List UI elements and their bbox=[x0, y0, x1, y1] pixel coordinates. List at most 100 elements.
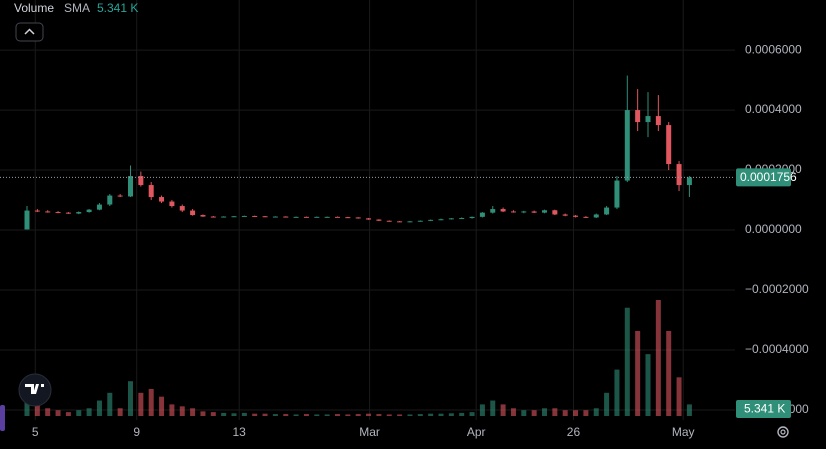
candle-body bbox=[335, 216, 340, 218]
study-sma: SMA bbox=[64, 1, 90, 15]
candle-body bbox=[635, 110, 641, 123]
candle-body bbox=[686, 177, 692, 186]
candle-body bbox=[542, 210, 547, 213]
volume-bar bbox=[645, 354, 651, 416]
volume-bar bbox=[573, 410, 579, 416]
volume-bar bbox=[655, 300, 661, 416]
candle-body bbox=[55, 212, 61, 214]
volume-bar bbox=[376, 414, 382, 416]
volume-bar bbox=[676, 377, 682, 416]
volume-bar bbox=[521, 410, 527, 416]
volume-bar bbox=[210, 412, 216, 416]
volume-bar bbox=[169, 404, 175, 416]
volume-bar bbox=[241, 412, 247, 416]
volume-bar bbox=[335, 414, 340, 416]
volume-bar bbox=[624, 307, 630, 416]
x-tick-label: 5 bbox=[32, 425, 39, 439]
volume-bar bbox=[438, 413, 444, 416]
volume-bar bbox=[417, 414, 423, 416]
candle-body bbox=[655, 116, 661, 126]
y-tick-label: 0.0000000 bbox=[745, 222, 802, 236]
collapse-button[interactable] bbox=[15, 22, 44, 42]
volume-bar bbox=[552, 408, 558, 416]
volume-bar bbox=[148, 388, 154, 416]
logo[interactable] bbox=[18, 373, 52, 407]
volume-bar bbox=[34, 404, 40, 416]
volume-bar bbox=[65, 412, 71, 416]
candle-body bbox=[86, 209, 92, 213]
candle-body bbox=[366, 218, 372, 220]
volume-value-label: 5.341 K bbox=[744, 402, 785, 416]
candle-body bbox=[604, 207, 610, 215]
x-tick-label: 26 bbox=[567, 425, 581, 439]
candle-body bbox=[479, 212, 485, 217]
study-sma-value: 5.341 K bbox=[97, 1, 138, 15]
volume-bar bbox=[666, 330, 672, 416]
x-tick-label: 9 bbox=[133, 425, 140, 439]
x-tick-label: 13 bbox=[232, 425, 246, 439]
volume-bar bbox=[542, 408, 547, 416]
volume-bar bbox=[86, 408, 92, 416]
candle-body bbox=[355, 217, 361, 219]
volume-bar bbox=[583, 410, 589, 416]
candle-body bbox=[107, 195, 113, 205]
x-tick-label: Mar bbox=[359, 425, 380, 439]
volume-value-box bbox=[736, 400, 791, 418]
candle-body bbox=[459, 218, 465, 220]
candle-body bbox=[469, 216, 475, 219]
volume-bar bbox=[272, 414, 278, 416]
candle-body bbox=[376, 219, 382, 221]
candle-body bbox=[303, 216, 309, 218]
candle-body bbox=[386, 220, 392, 222]
candle-body bbox=[96, 204, 102, 210]
candle-body bbox=[531, 211, 537, 213]
volume-bar bbox=[531, 410, 537, 416]
candle-body bbox=[179, 206, 185, 211]
candle-body bbox=[593, 214, 599, 218]
volume-bar bbox=[397, 414, 403, 416]
candle-body bbox=[262, 216, 268, 218]
volume-bar bbox=[604, 392, 610, 416]
volume-bar bbox=[117, 408, 123, 416]
candle-body bbox=[314, 216, 320, 218]
volume-bar bbox=[324, 414, 330, 416]
volume-bar bbox=[262, 413, 268, 416]
volume-bar bbox=[469, 412, 475, 416]
candle-body bbox=[65, 212, 71, 214]
candle-body bbox=[345, 217, 351, 219]
candle-body bbox=[666, 125, 672, 165]
candle-body bbox=[24, 210, 30, 230]
candle-body bbox=[324, 216, 330, 218]
y-tick-label: 0.0006000 bbox=[745, 42, 802, 56]
candle-body bbox=[448, 218, 454, 220]
candle-body bbox=[210, 216, 216, 218]
volume-bar bbox=[345, 414, 351, 416]
candle-body bbox=[231, 216, 237, 218]
candle-body bbox=[573, 215, 579, 217]
candle-body bbox=[45, 211, 51, 213]
y-tick-label: 0.0004000 bbox=[745, 102, 802, 116]
candle-body bbox=[407, 221, 413, 223]
candle-body bbox=[293, 216, 299, 218]
last-price-label: 0.0001756 bbox=[740, 170, 797, 184]
side-tab[interactable] bbox=[0, 405, 5, 431]
candle-body bbox=[252, 215, 258, 217]
volume-bar bbox=[407, 414, 413, 416]
volume-bar bbox=[303, 414, 309, 416]
candle-body bbox=[159, 197, 165, 202]
candle-body bbox=[510, 211, 516, 213]
settings-button[interactable] bbox=[777, 426, 789, 438]
volume-bar bbox=[479, 404, 485, 416]
volume-bar bbox=[45, 408, 51, 416]
candle-body bbox=[128, 176, 133, 197]
candle-body bbox=[583, 216, 589, 218]
volume-bar bbox=[138, 392, 144, 416]
volume-bar bbox=[221, 412, 227, 416]
candle-body bbox=[200, 215, 206, 217]
candle-body bbox=[397, 221, 403, 223]
candle-body bbox=[552, 210, 558, 215]
candle-body bbox=[521, 211, 527, 213]
candle-body bbox=[76, 212, 82, 214]
study-name: Volume bbox=[14, 1, 54, 15]
